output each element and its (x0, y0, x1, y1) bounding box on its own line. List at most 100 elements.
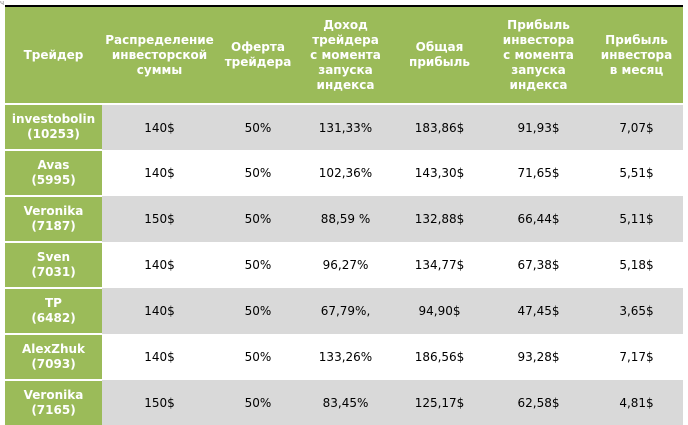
trader-id: (6482) (31, 311, 76, 325)
investor-profit-cell: 91,93$ (487, 104, 590, 150)
header-line: Распределение (105, 32, 214, 47)
total-profit-cell: 186,56$ (392, 334, 487, 380)
trader-name: Veronika (23, 204, 84, 218)
header-investor-profit: Прибыль инвестора с момента запуска индекса (487, 7, 590, 105)
trader-name: investobolin (11, 112, 96, 126)
trader-id: (7187) (31, 219, 76, 233)
offer-cell: 50% (217, 288, 299, 334)
trader-id: (5995) (31, 173, 76, 187)
header-total-profit: Общая прибыль (392, 7, 487, 105)
header-line: Трейдер (23, 47, 84, 62)
investor-profit-cell: 66,44$ (487, 196, 590, 242)
total-profit-cell: 143,30$ (392, 150, 487, 196)
monthly-profit-cell: 7,17$ (590, 334, 683, 380)
investor-profit-cell: 71,65$ (487, 150, 590, 196)
monthly-profit-cell: 5,18$ (590, 242, 683, 288)
monthly-profit-cell: 5,11$ (590, 196, 683, 242)
trader-cell: Sven (7031) (5, 242, 102, 289)
header-trader-offer: Оферта трейдера (217, 7, 299, 105)
distribution-cell: 140$ (102, 242, 217, 288)
offer-cell: 50% (217, 104, 299, 150)
trader-income-cell: 67,79%, (299, 288, 392, 334)
distribution-cell: 150$ (102, 380, 217, 425)
table-row: Veronika (7187) 150$ 50% 88,59 % 132,88$ 66,44… (5, 196, 683, 243)
header-line: в месяц (609, 62, 664, 77)
offer-cell: 50% (217, 150, 299, 196)
header-row: Трейдер Распределение инвесторской суммы Офе… (5, 7, 683, 105)
distribution-cell: 140$ (102, 150, 217, 196)
trader-id: (7031) (31, 265, 76, 279)
header-line: инвесторской (111, 47, 208, 62)
header-line: Прибыль (507, 17, 570, 32)
monthly-profit-cell: 7,07$ (590, 104, 683, 150)
header-line: трейдера (312, 32, 379, 47)
total-profit-cell: 94,90$ (392, 288, 487, 334)
offer-cell: 50% (217, 380, 299, 425)
table-row: Sven (7031) 140$ 50% 96,27% 134,77$ 67,38$ 5,18… (5, 242, 683, 289)
offer-cell: 50% (217, 196, 299, 242)
table-row: TP (6482) 140$ 50% 67,79%, 94,90$ 47,45$ 3,65$ (5, 288, 683, 335)
investor-profit-cell: 93,28$ (487, 334, 590, 380)
header-line: Доход (323, 17, 368, 32)
trader-income-cell: 102,36% (299, 150, 392, 196)
monthly-profit-cell: 4,81$ (590, 380, 683, 425)
table-row: Avas (5995) 140$ 50% 102,36% 143,30$ 71,65$ 5,5… (5, 150, 683, 197)
header-line: Оферта (231, 40, 285, 54)
table-row: investobolin (10253) 140$ 50% 131,33% 183,86$… (5, 104, 683, 151)
table-header: Трейдер Распределение инвесторской суммы Офе… (5, 7, 683, 105)
trader-id: (7093) (31, 357, 76, 371)
trader-cell: Veronika (7187) (5, 196, 102, 243)
investor-profit-cell: 62,58$ (487, 380, 590, 425)
header-distribution: Распределение инвесторской суммы (102, 7, 217, 105)
header-line: прибыль (409, 55, 470, 69)
header-line: запуска (318, 62, 373, 77)
trader-name: AlexZhuk (21, 342, 86, 356)
trader-cell: investobolin (10253) (5, 104, 102, 151)
header-line: Прибыль (605, 32, 668, 47)
header-line: запуска (511, 62, 566, 77)
offer-cell: 50% (217, 242, 299, 288)
trader-income-cell: 133,26% (299, 334, 392, 380)
table-row: AlexZhuk (7093) 140$ 50% 133,26% 186,56$ 93,28… (5, 334, 683, 381)
table-body: investobolin (10253) 140$ 50% 131,33% 183,86$… (5, 104, 683, 425)
header-line: Общая (415, 40, 464, 54)
table-row: Veronika (7165) 150$ 50% 83,45% 125,17$ 62,58$… (5, 380, 683, 425)
total-profit-cell: 183,86$ (392, 104, 487, 150)
trader-cell: AlexZhuk (7093) (5, 334, 102, 381)
distribution-cell: 150$ (102, 196, 217, 242)
trader-cell: TP (6482) (5, 288, 102, 335)
header-investor-monthly-profit: Прибыль инвестора в месяц (590, 7, 683, 105)
offer-cell: 50% (217, 334, 299, 380)
header-line: суммы (136, 62, 183, 77)
header-line: трейдера (224, 55, 292, 69)
header-line: инвестора (600, 47, 673, 62)
header-line: с момента (503, 47, 574, 62)
distribution-cell: 140$ (102, 334, 217, 380)
header-trader-income: Доход трейдера с момента запуска индекса (299, 7, 392, 105)
monthly-profit-cell: 3,65$ (590, 288, 683, 334)
distribution-cell: 140$ (102, 104, 217, 150)
trader-cell: Avas (5995) (5, 150, 102, 197)
trader-name: Veronika (23, 388, 84, 402)
header-line: с момента (310, 47, 381, 62)
header-line: индекса (509, 77, 568, 92)
investor-profit-cell: 67,38$ (487, 242, 590, 288)
header-line: индекса (316, 77, 375, 92)
distribution-cell: 140$ (102, 288, 217, 334)
trader-name: Avas (37, 158, 70, 172)
trader-name: Sven (36, 250, 71, 264)
header-line: инвестора (502, 32, 575, 47)
monthly-profit-cell: 5,51$ (590, 150, 683, 196)
trader-income-cell: 96,27% (299, 242, 392, 288)
total-profit-cell: 132,88$ (392, 196, 487, 242)
trader-income-cell: 88,59 % (299, 196, 392, 242)
trader-id: (10253) (27, 127, 80, 141)
corner-mark: ч (0, 0, 5, 7)
investor-profit-cell: 47,45$ (487, 288, 590, 334)
trader-name: TP (45, 296, 62, 310)
trader-table-container: Трейдер Распределение инвесторской суммы Офе… (5, 5, 683, 425)
total-profit-cell: 134,77$ (392, 242, 487, 288)
trader-table: Трейдер Распределение инвесторской суммы Офе… (5, 7, 683, 425)
trader-income-cell: 83,45% (299, 380, 392, 425)
header-trader: Трейдер (5, 7, 102, 105)
